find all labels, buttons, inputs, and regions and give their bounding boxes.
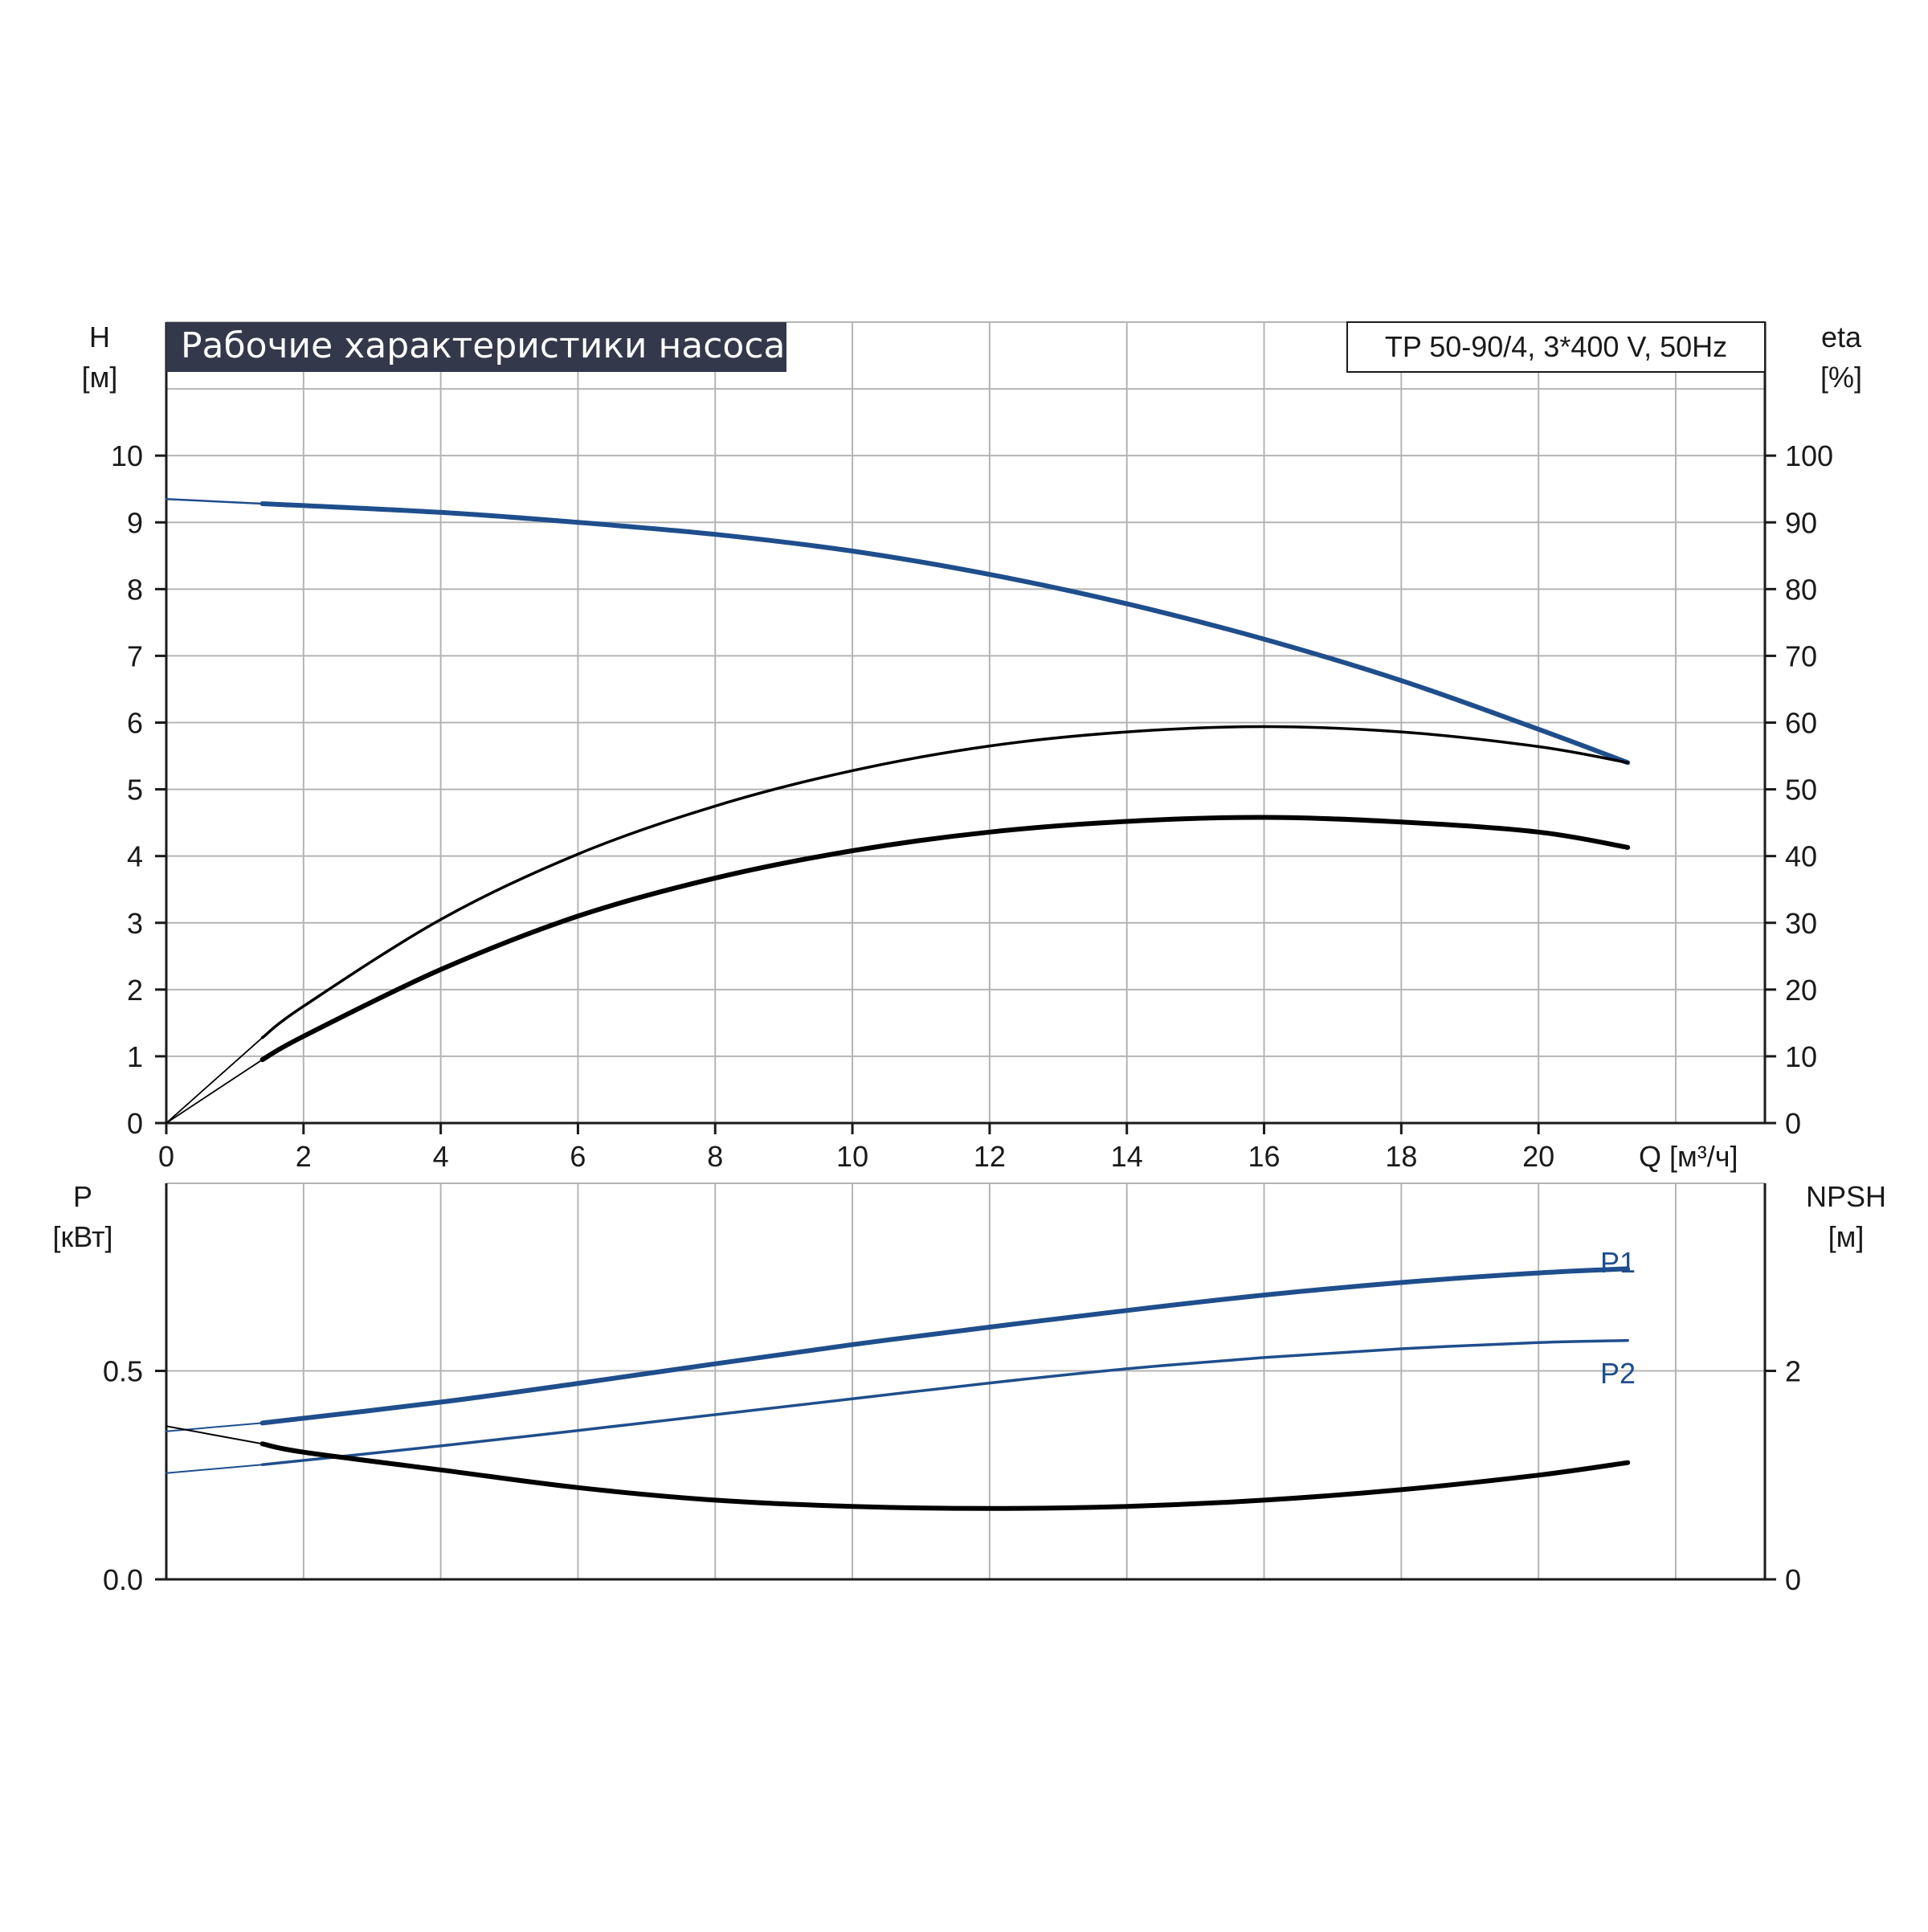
series-label-p2: P2	[1600, 1357, 1636, 1390]
tick-label-npsh: 0	[1785, 1563, 1801, 1596]
p1-curve-extrapolated	[165, 1422, 263, 1432]
tick-label-eta: 40	[1785, 840, 1817, 873]
efficiency-curve-2	[259, 815, 1631, 1063]
tick-label-q: 12	[974, 1140, 1006, 1173]
upper-right-axis-symbol: eta	[1821, 321, 1862, 353]
tick-label-eta: 70	[1785, 639, 1817, 672]
tick-label-q: 6	[570, 1140, 586, 1173]
tick-label-npsh: 2	[1785, 1355, 1801, 1388]
npsh-curve	[259, 1441, 1631, 1511]
head-curve	[259, 501, 1631, 766]
tick-label-q: 2	[296, 1140, 312, 1173]
tick-label-h: 9	[127, 506, 143, 539]
tick-label-q: 18	[1385, 1140, 1417, 1173]
tick-label-q: 0	[158, 1140, 174, 1173]
tick-label-q: 10	[836, 1140, 868, 1173]
tick-label-eta: 50	[1785, 774, 1817, 807]
chart-title: Рабочие характеристики насоса	[181, 325, 785, 366]
series-layer	[165, 497, 1631, 1511]
tick-label-eta: 80	[1785, 573, 1817, 606]
tick-label-eta: 60	[1785, 707, 1817, 740]
lower-left-axis-unit: [кВт]	[52, 1220, 112, 1253]
tick-label-q: 4	[433, 1140, 449, 1173]
upper-right-axis-unit: [%]	[1820, 361, 1862, 394]
upper-left-axis-unit: [м]	[82, 361, 118, 394]
tick-label-h: 10	[111, 439, 143, 472]
tick-label-p: 0.0	[103, 1563, 143, 1596]
efficiency-curve-2-extrapolated	[165, 1059, 263, 1124]
p1-curve	[259, 1266, 1631, 1426]
tick-label-h: 0	[127, 1107, 143, 1140]
efficiency-curve-extrapolated	[165, 1036, 263, 1124]
lower-left-axis-symbol: P	[73, 1180, 92, 1213]
tick-label-eta: 90	[1785, 506, 1817, 539]
tick-label-eta: 30	[1785, 907, 1817, 940]
grid-layer	[166, 322, 1765, 1579]
tick-label-eta: 0	[1785, 1107, 1801, 1140]
tick-label-h: 1	[127, 1040, 143, 1073]
tick-label-h: 4	[127, 840, 143, 873]
title-box	[166, 322, 786, 372]
lower-right-axis-unit: [м]	[1828, 1220, 1865, 1253]
tick-label-h: 6	[127, 707, 143, 740]
tick-label-q: 20	[1522, 1140, 1554, 1173]
tick-label-q: 8	[707, 1140, 723, 1173]
tick-label-h: 7	[127, 639, 143, 672]
efficiency-curve	[260, 725, 1629, 1040]
tick-label-eta: 10	[1785, 1040, 1817, 1073]
tick-label-q: 14	[1111, 1140, 1143, 1173]
model-label-box	[1346, 321, 1766, 373]
tick-label-eta: 20	[1785, 974, 1817, 1007]
tick-label-h: 2	[127, 974, 143, 1007]
tick-label-h: 8	[127, 573, 143, 606]
tick-label-q: 16	[1248, 1140, 1281, 1173]
p2-curve-extrapolated	[165, 1464, 263, 1474]
tick-label-h: 3	[127, 907, 143, 940]
tick-label-h: 5	[127, 774, 143, 807]
tick-label-p: 0.5	[103, 1355, 143, 1388]
tick-label-eta: 100	[1785, 439, 1833, 472]
p2-curve	[260, 1338, 1629, 1467]
upper-left-axis-symbol: H	[89, 321, 110, 353]
head-curve-extrapolated	[165, 497, 263, 505]
x-axis-label: Q [м³/ч]	[1639, 1140, 1738, 1173]
lower-right-axis-symbol: NPSH	[1806, 1180, 1886, 1213]
series-label-p1: P1	[1600, 1246, 1636, 1279]
model-label: TP 50-90/4, 3*400 V, 50Hz	[1385, 330, 1727, 363]
npsh-curve-extrapolated	[165, 1425, 263, 1445]
